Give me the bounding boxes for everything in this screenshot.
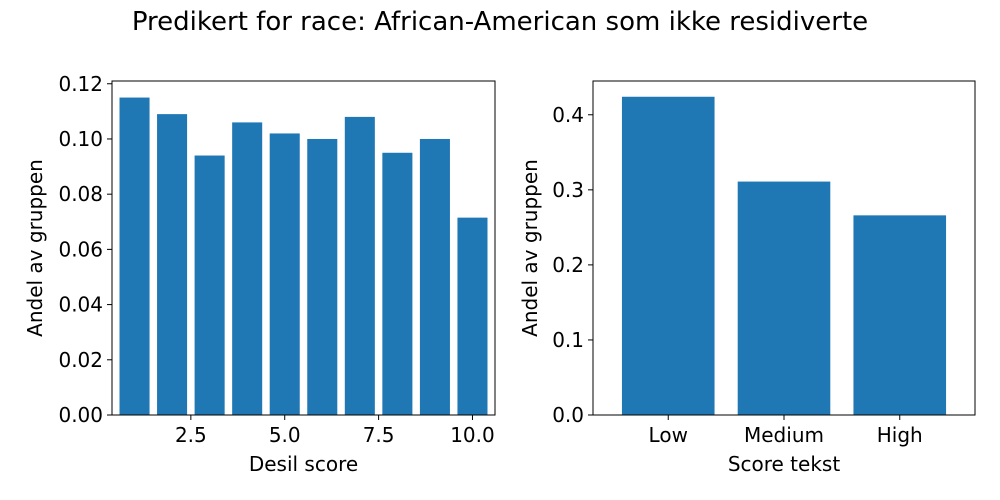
x-tick-label: Low <box>649 423 688 447</box>
x-tick-label: 5.0 <box>269 423 301 447</box>
bar <box>269 133 300 415</box>
x-tick-label: Medium <box>744 423 824 447</box>
y-axis-label: Andel av gruppen <box>23 159 47 337</box>
bar <box>307 138 338 415</box>
y-tick-label: 0.2 <box>552 253 584 277</box>
x-axis-label: Score tekst <box>728 452 841 476</box>
bar <box>157 114 188 416</box>
bar <box>419 138 450 415</box>
axes-frame <box>111 80 496 416</box>
figure-title: Predikert for race: African-American som… <box>132 7 868 37</box>
bar <box>119 97 150 415</box>
y-tick-label: 0.12 <box>58 72 103 96</box>
y-tick-label: 0.10 <box>58 127 103 151</box>
y-tick-label: 0.06 <box>58 237 103 261</box>
y-tick-label: 0.3 <box>552 178 584 202</box>
x-tick-label: 7.5 <box>363 423 395 447</box>
bar <box>232 122 263 415</box>
bar <box>457 217 488 415</box>
left-chart: 0.00 0.02 0.04 0.06 0.08 0.10 0.12 2.5 5.0 7.5 10.… <box>23 72 496 476</box>
y-axis-label: Andel av gruppen <box>518 159 542 337</box>
y-tick-label: 0.4 <box>552 103 584 127</box>
y-tick-label: 0.1 <box>552 328 584 352</box>
y-tick-label: 0.08 <box>58 182 103 206</box>
y-tick-label: 0.04 <box>58 293 103 317</box>
bar <box>621 96 715 416</box>
y-tick-label: 0.02 <box>58 348 103 372</box>
x-tick-label: High <box>877 423 923 447</box>
x-axis-label: Desil score <box>249 452 358 476</box>
x-tick-label: 10.0 <box>450 423 495 447</box>
y-tick-label: 0.00 <box>58 403 103 427</box>
bar <box>382 152 413 415</box>
x-tick-label: 2.5 <box>175 423 207 447</box>
bar <box>194 155 225 415</box>
bar <box>853 215 947 415</box>
bar <box>344 116 375 415</box>
y-tick-label: 0.0 <box>552 403 584 427</box>
right-chart: 0.0 0.1 0.2 0.3 0.4 Low Medium High Score tekst A… <box>518 80 976 476</box>
bar <box>737 181 831 415</box>
